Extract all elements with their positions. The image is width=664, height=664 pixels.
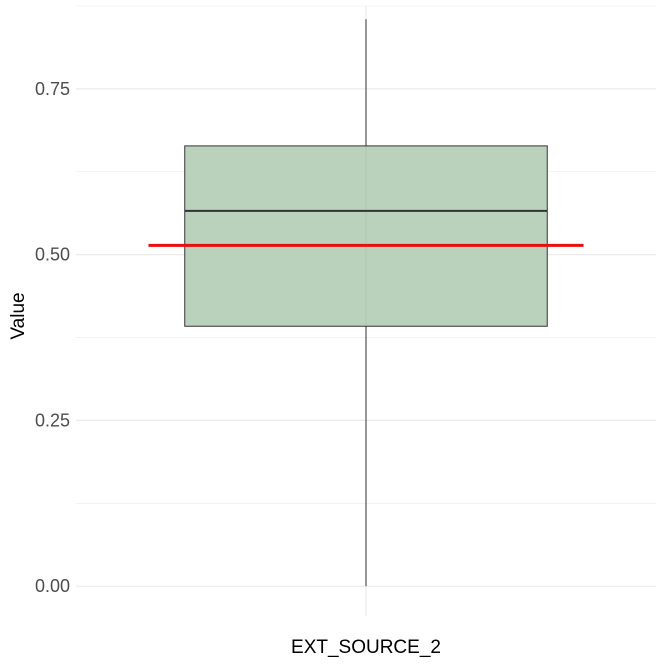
y-tick-label: 0.00 (35, 576, 70, 596)
y-axis-title: Value (8, 292, 29, 339)
box-iqr (184, 145, 548, 327)
plot-layer (148, 19, 584, 587)
y-tick-label: 0.25 (35, 410, 70, 430)
y-tick-label: 0.50 (35, 245, 70, 265)
axis-layer: 0.00 0.25 0.50 0.75 EXT_SOURCE_2 (35, 79, 441, 658)
x-tick-label: EXT_SOURCE_2 (291, 637, 441, 658)
y-tick-label: 0.75 (35, 79, 70, 99)
